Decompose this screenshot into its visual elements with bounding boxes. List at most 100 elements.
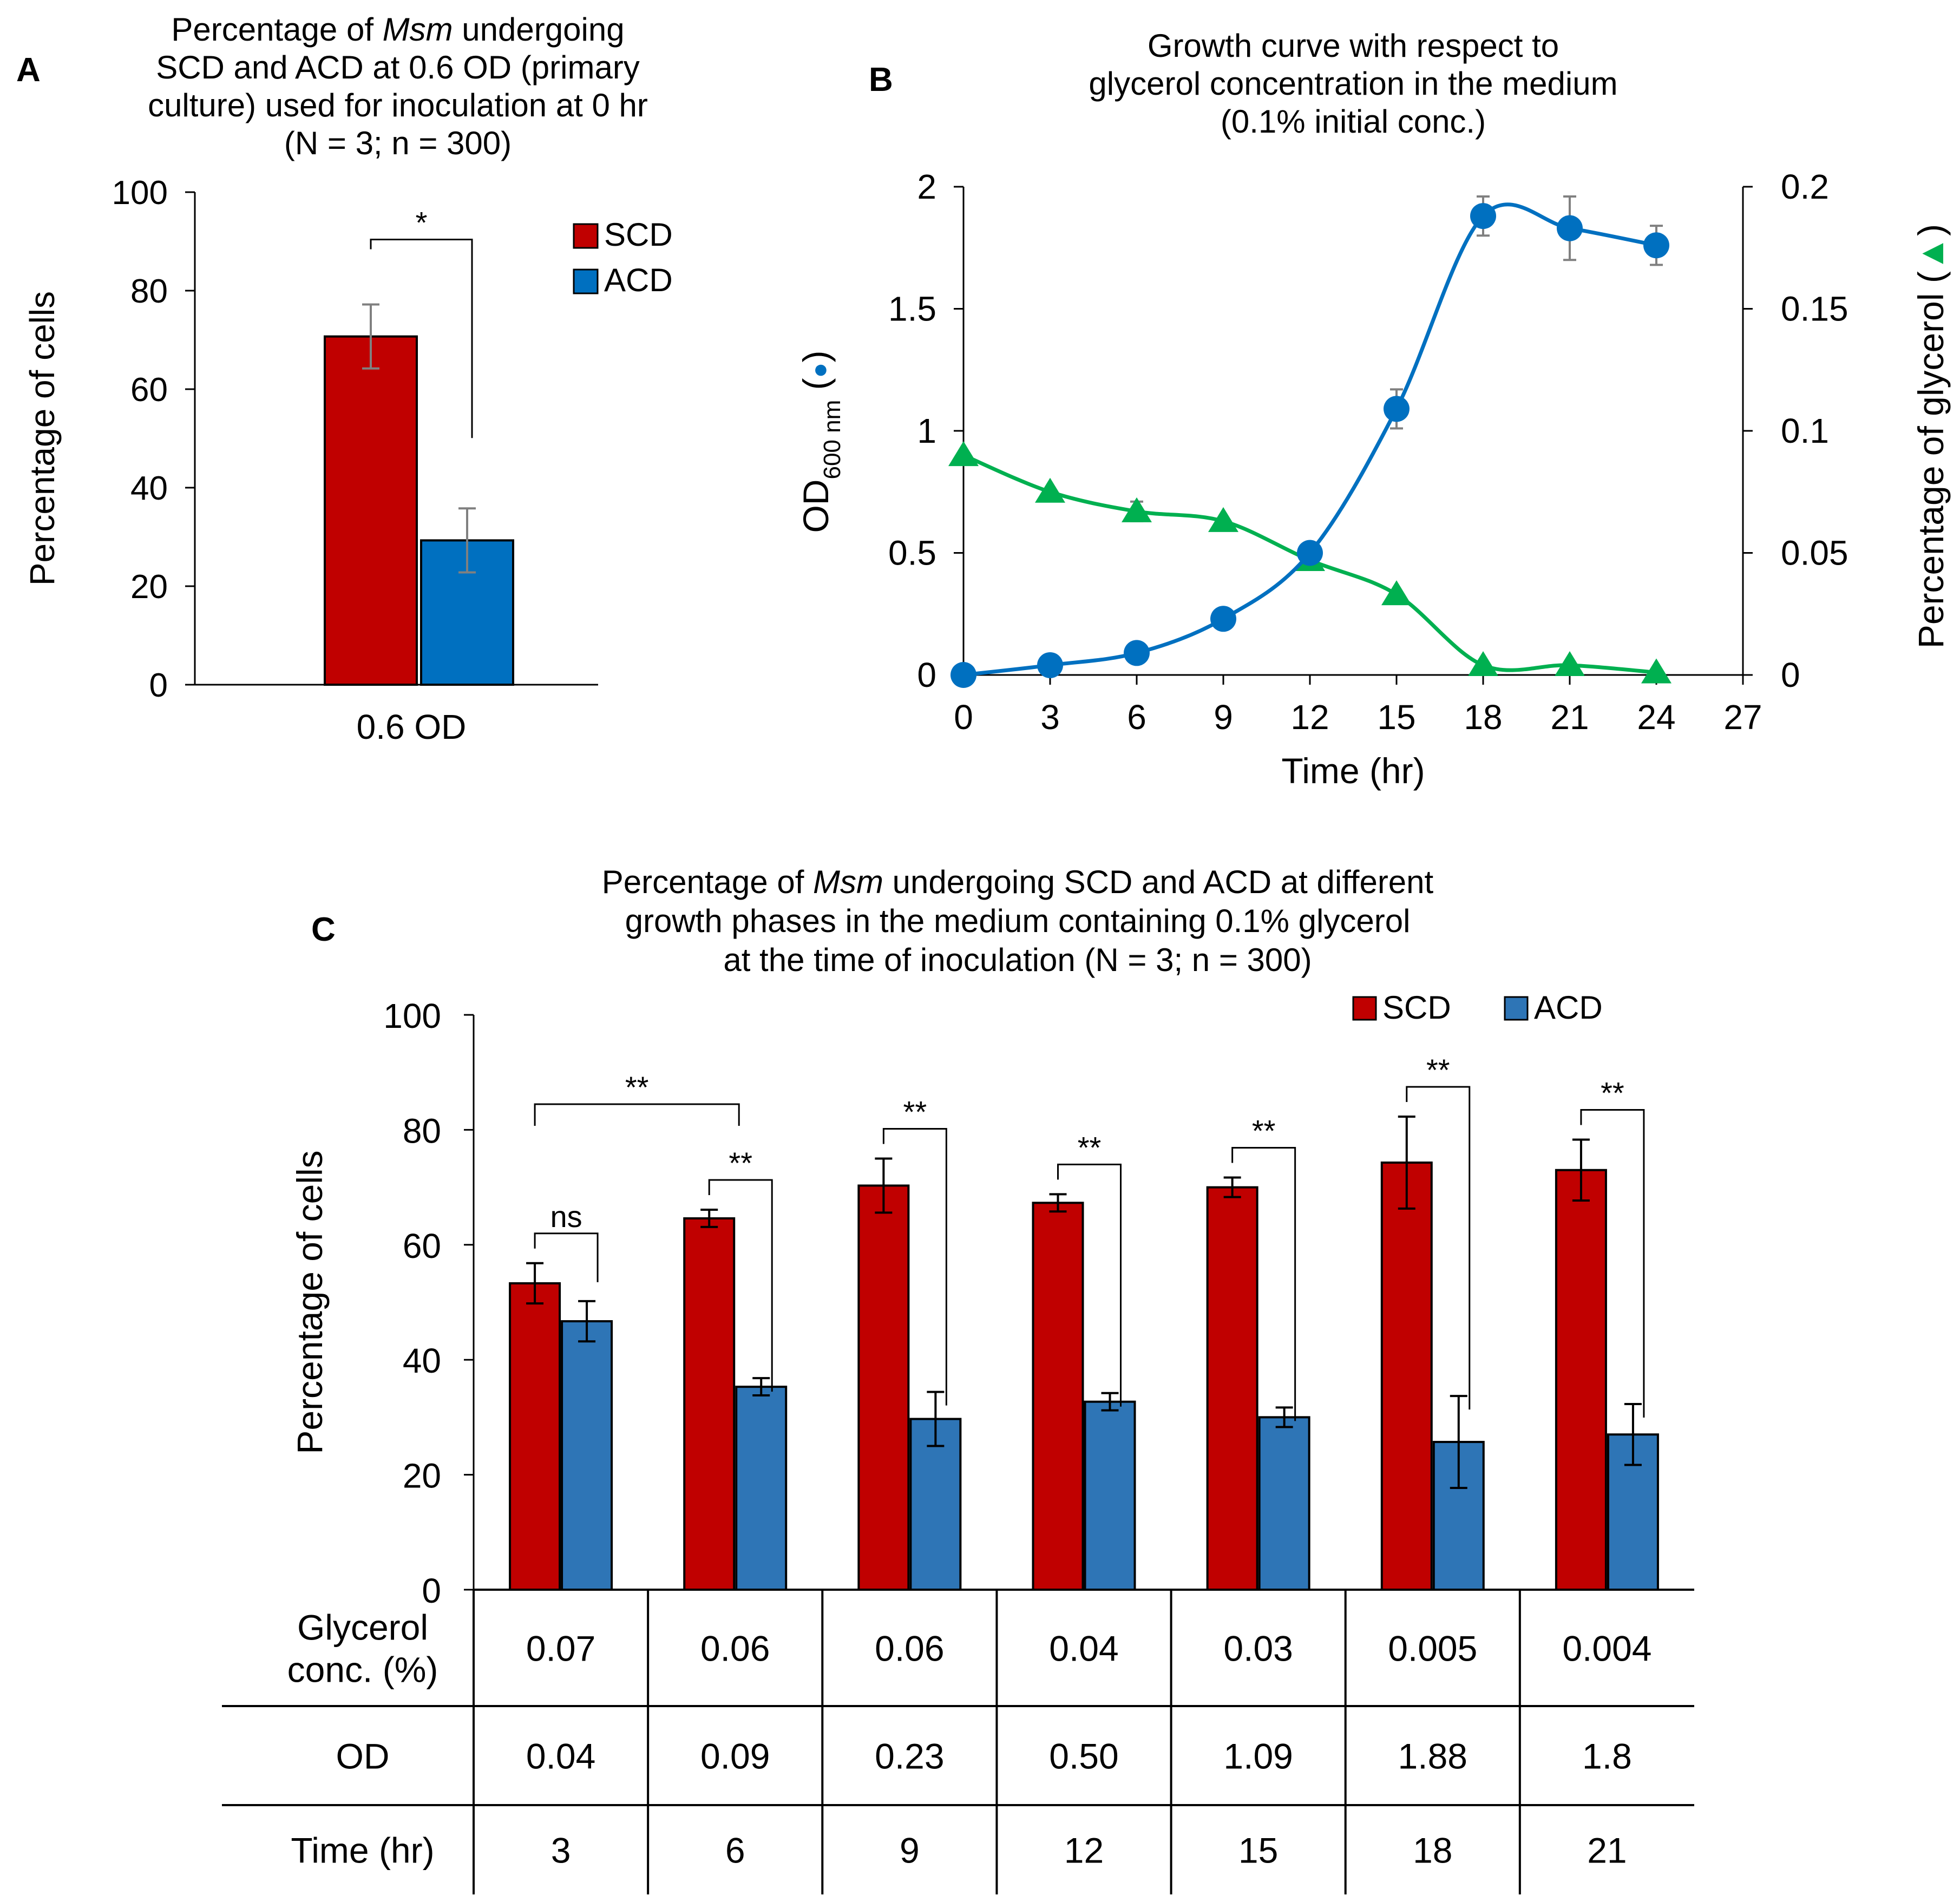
chart-b-title-line-2: (0.1% initial conc.) bbox=[1221, 103, 1486, 140]
chart-b-y-left-label-sub: 600 nm bbox=[819, 400, 845, 480]
chart-b-od-point bbox=[1124, 640, 1150, 666]
chart-b-od-line bbox=[963, 202, 1657, 677]
chart-c-table-cell: 0.03 bbox=[1223, 1629, 1293, 1669]
chart-b-y-left-label-main: OD bbox=[796, 480, 836, 533]
chart-a-title-part: Msm bbox=[383, 11, 453, 48]
chart-b-x-tick-label: 9 bbox=[1214, 698, 1233, 737]
chart-c-table-row-label: Time (hr) bbox=[291, 1831, 434, 1871]
chart-b-glycerol-point bbox=[1555, 651, 1585, 676]
chart-b-x-tick-label: 15 bbox=[1377, 698, 1415, 737]
chart-c-y-tick-label: 20 bbox=[403, 1457, 441, 1496]
chart-b-y-right-axis-label: Percentage of glycerol (▲) bbox=[1911, 224, 1951, 648]
chart-b-od-point bbox=[950, 662, 976, 688]
chart-c-bar-acd bbox=[1084, 1400, 1136, 1591]
chart-c-table-row-label: conc. (%) bbox=[287, 1650, 438, 1690]
chart-c-table-cell: 0.50 bbox=[1049, 1736, 1118, 1776]
chart-c-bar-acd bbox=[561, 1320, 613, 1591]
chart-c-table-cell: 0.06 bbox=[700, 1629, 770, 1669]
chart-a-title-part: Percentage of bbox=[171, 11, 382, 48]
chart-c-table-cell: 0.04 bbox=[526, 1736, 595, 1776]
chart-a-y-tick-label: 40 bbox=[130, 470, 168, 507]
chart-a-legend-label-acd: ACD bbox=[604, 262, 673, 298]
chart-c: Percentage of Msm undergoing SCD and ACD… bbox=[222, 864, 1694, 1894]
chart-c-table-cell: 0.005 bbox=[1388, 1629, 1477, 1669]
chart-b-x-tick-label: 3 bbox=[1040, 698, 1060, 737]
chart-c-bar-scd bbox=[857, 1184, 910, 1591]
chart-c-significance-bracket bbox=[1057, 1163, 1122, 1407]
chart-a-y-axis-label: Percentage of cells bbox=[23, 291, 62, 586]
chart-c-y-tick-label: 100 bbox=[383, 996, 441, 1035]
chart-b-x-tick-label: 21 bbox=[1550, 698, 1589, 737]
chart-b-od-point bbox=[1557, 215, 1583, 241]
chart-b-y-left-label-close: ) bbox=[796, 350, 836, 362]
chart-c-y-tick-label: 60 bbox=[403, 1227, 441, 1265]
chart-c-significance-bracket-between bbox=[534, 1103, 740, 1126]
chart-c-bar-acd bbox=[735, 1386, 788, 1591]
chart-b-y-right-label-open: ( bbox=[1911, 271, 1951, 293]
chart-b-y-right-tick-label: 0.2 bbox=[1781, 167, 1829, 206]
chart-c-bar-scd bbox=[683, 1217, 736, 1591]
chart-c-table-cell: 0.07 bbox=[526, 1629, 595, 1669]
chart-b-od-point bbox=[1384, 396, 1410, 422]
chart-b-title-line-0: Growth curve with respect to bbox=[1148, 28, 1559, 64]
chart-c-table-cell: 18 bbox=[1413, 1831, 1452, 1871]
chart-c-table-cell: 15 bbox=[1238, 1831, 1278, 1871]
chart-a-title-line-2: culture) used for inoculation at 0 hr bbox=[148, 87, 648, 123]
chart-b-y-right-tick-label: 0.1 bbox=[1781, 411, 1829, 450]
chart-b-glycerol-point bbox=[1208, 507, 1238, 532]
panel-letter-b: B bbox=[869, 61, 893, 99]
chart-c-significance-bracket-label: ** bbox=[729, 1146, 752, 1180]
chart-c-legend-label-scd: SCD bbox=[1382, 989, 1451, 1026]
chart-b-y-left-tick-label: 1.5 bbox=[888, 290, 936, 329]
chart-c-table-row-label: Glycerol bbox=[297, 1608, 428, 1648]
chart-a-significance-bracket-label: * bbox=[416, 205, 428, 239]
chart-c-title-line-2: at the time of inoculation (N = 3; n = 3… bbox=[723, 942, 1312, 978]
chart-c-table-cell: 3 bbox=[551, 1831, 571, 1871]
chart-c-title-part: growth phases in the medium containing 0… bbox=[625, 903, 1411, 939]
chart-c-title-part: undergoing SCD and ACD at different bbox=[883, 864, 1434, 900]
chart-b-y-right-tick-label: 0.15 bbox=[1781, 290, 1848, 329]
chart-b-y-left-label-open: ( bbox=[796, 378, 836, 399]
chart-b-y-left-label-marker: ● bbox=[805, 362, 834, 378]
chart-c-legend-swatch-scd bbox=[1352, 996, 1377, 1021]
chart-b-x-tick-label: 0 bbox=[954, 698, 973, 737]
chart-c-table-cell: 0.04 bbox=[1049, 1629, 1118, 1669]
chart-b-title-line-1: glycerol concentration in the medium bbox=[1089, 65, 1617, 102]
chart-a-y-tick-label: 60 bbox=[130, 371, 168, 409]
chart-b-y-left-tick-label: 0.5 bbox=[888, 534, 936, 573]
chart-b-y-left-axis-label: OD600 nm (●) bbox=[796, 350, 845, 533]
chart-c-bar-acd bbox=[1258, 1416, 1310, 1591]
chart-a-title-part: (N = 3; n = 300) bbox=[284, 125, 512, 161]
panel-letter-a: A bbox=[16, 51, 41, 89]
chart-c-y-tick-label: 80 bbox=[403, 1111, 441, 1150]
chart-b-y-left-tick-label: 2 bbox=[917, 167, 936, 206]
chart-a-legend-swatch-scd bbox=[573, 223, 599, 249]
chart-c-table-cell: 6 bbox=[725, 1831, 745, 1871]
chart-b-y-right-label-marker: ▲ bbox=[1911, 236, 1951, 271]
chart-c-table-cell: 0.06 bbox=[875, 1629, 944, 1669]
panel-letter-c: C bbox=[311, 911, 336, 948]
chart-c-legend-swatch-acd bbox=[1504, 996, 1529, 1021]
chart-b-glycerol-point bbox=[1641, 658, 1671, 684]
chart-c-y-tick-label: 0 bbox=[422, 1571, 441, 1610]
chart-c-table-row-label: OD bbox=[336, 1736, 390, 1776]
chart-c-table-cell: 1.09 bbox=[1223, 1736, 1293, 1776]
chart-a-title-part: SCD and ACD at 0.6 OD (primary bbox=[156, 49, 640, 86]
chart-c-bar-scd bbox=[1032, 1202, 1084, 1591]
chart-c-table-cell: 9 bbox=[900, 1831, 920, 1871]
chart-b-title-part: Growth curve with respect to bbox=[1148, 28, 1559, 64]
chart-c-title-line-0: Percentage of Msm undergoing SCD and ACD… bbox=[602, 864, 1434, 900]
chart-b-x-tick-label: 18 bbox=[1464, 698, 1502, 737]
chart-b-glycerol-point bbox=[948, 441, 979, 467]
chart-c-bar-scd bbox=[509, 1282, 561, 1591]
chart-c-bar-scd bbox=[1380, 1161, 1433, 1591]
chart-a-title-part: culture) used for inoculation at 0 hr bbox=[148, 87, 648, 123]
chart-c-significance-bracket-label: ** bbox=[1078, 1130, 1102, 1164]
chart-a-title-part: undergoing bbox=[453, 11, 625, 48]
chart-a-y-tick-label: 100 bbox=[112, 174, 168, 212]
chart-c-significance-bracket-label: ** bbox=[1426, 1053, 1450, 1087]
chart-a-y-tick-label: 0 bbox=[149, 667, 168, 704]
chart-c-significance-bracket bbox=[1406, 1086, 1471, 1410]
